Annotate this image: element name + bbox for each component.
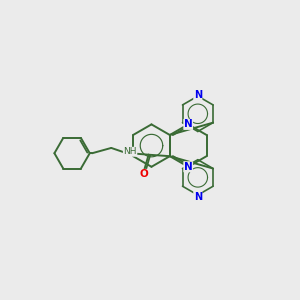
Text: N: N — [194, 191, 202, 202]
Text: NH: NH — [123, 147, 137, 156]
Text: N: N — [184, 162, 193, 172]
Text: N: N — [194, 90, 202, 100]
Text: N: N — [184, 119, 193, 129]
Text: O: O — [140, 169, 148, 179]
